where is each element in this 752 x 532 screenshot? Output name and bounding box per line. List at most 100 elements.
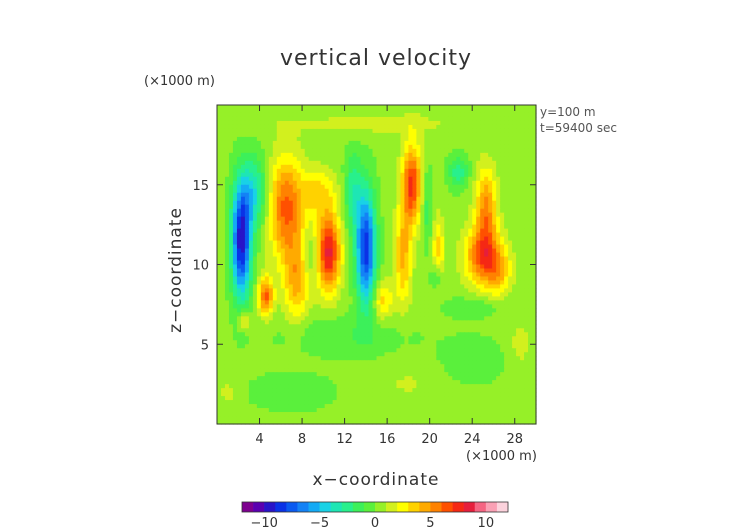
heatmap-cell bbox=[304, 156, 310, 162]
heatmap-cell bbox=[384, 320, 390, 325]
heatmap-cell bbox=[448, 268, 453, 274]
heatmap-cell bbox=[320, 140, 326, 146]
heatmap-cell bbox=[240, 352, 246, 357]
heatmap-cell bbox=[420, 176, 425, 182]
heatmap-cell bbox=[372, 228, 378, 234]
heatmap-cell bbox=[300, 276, 306, 282]
heatmap-cell bbox=[304, 232, 310, 238]
heatmap-cell bbox=[440, 228, 445, 234]
heatmap-cell bbox=[244, 188, 250, 194]
heatmap-cell bbox=[392, 260, 398, 266]
heatmap-cell bbox=[476, 344, 481, 349]
heatmap-cell bbox=[228, 196, 234, 202]
heatmap-cell bbox=[448, 344, 453, 349]
heatmap-cell bbox=[464, 236, 469, 242]
heatmap-cell bbox=[248, 128, 254, 134]
heatmap-cell bbox=[464, 328, 469, 333]
heatmap-cell bbox=[272, 116, 278, 122]
heatmap-cell bbox=[532, 316, 537, 321]
heatmap-cell bbox=[468, 108, 473, 114]
heatmap-cell bbox=[272, 168, 278, 174]
heatmap-cell bbox=[400, 120, 406, 126]
heatmap-cell bbox=[432, 132, 437, 138]
heatmap-cell bbox=[236, 184, 242, 190]
heatmap-cell bbox=[452, 124, 457, 130]
heatmap-cell bbox=[440, 308, 445, 313]
heatmap-cell bbox=[260, 324, 266, 329]
heatmap-cell bbox=[340, 348, 346, 353]
heatmap-cell bbox=[388, 208, 394, 214]
heatmap-cell bbox=[364, 324, 370, 329]
heatmap-cell bbox=[364, 332, 370, 337]
heatmap-cell bbox=[217, 316, 222, 321]
heatmap-cell bbox=[496, 120, 501, 126]
heatmap-cell bbox=[516, 328, 521, 333]
heatmap-cell bbox=[328, 324, 334, 329]
heatmap-cell bbox=[420, 344, 425, 349]
heatmap-cell bbox=[300, 256, 306, 262]
heatmap-cell bbox=[316, 160, 322, 166]
heatmap-cell bbox=[280, 288, 286, 294]
heatmap-cell bbox=[224, 184, 230, 190]
heatmap-cell bbox=[336, 260, 342, 266]
heatmap-cell bbox=[292, 160, 298, 166]
heatmap-cell bbox=[320, 188, 326, 194]
heatmap-cell bbox=[244, 105, 250, 110]
heatmap-cell bbox=[348, 340, 354, 345]
heatmap-cell bbox=[408, 328, 413, 333]
heatmap-cell bbox=[348, 276, 354, 282]
heatmap-cell bbox=[336, 148, 342, 154]
heatmap-cell bbox=[440, 164, 445, 170]
heatmap-cell bbox=[256, 328, 262, 333]
heatmap-cell bbox=[248, 168, 254, 174]
heatmap-cell bbox=[372, 148, 378, 154]
heatmap-cell bbox=[324, 120, 330, 126]
heatmap-cell bbox=[264, 192, 270, 198]
heatmap-cell bbox=[232, 284, 238, 290]
heatmap-cell bbox=[392, 240, 398, 246]
heatmap-cell bbox=[316, 252, 322, 258]
heatmap-cell bbox=[472, 176, 477, 182]
heatmap-cell bbox=[364, 344, 370, 349]
heatmap-cell bbox=[484, 216, 489, 222]
heatmap-cell bbox=[364, 176, 370, 182]
heatmap-cell bbox=[372, 232, 378, 238]
heatmap-cell bbox=[360, 208, 366, 214]
heatmap-cell bbox=[448, 180, 453, 186]
heatmap-cell bbox=[220, 148, 226, 154]
heatmap-cell bbox=[484, 256, 489, 262]
heatmap-cell bbox=[324, 136, 330, 142]
heatmap-cell bbox=[448, 280, 453, 286]
heatmap-cell bbox=[396, 304, 402, 309]
heatmap-cell bbox=[520, 208, 525, 214]
heatmap-cell bbox=[468, 156, 473, 162]
heatmap-cell bbox=[520, 340, 525, 345]
heatmap-cell bbox=[476, 336, 481, 341]
heatmap-cell bbox=[512, 244, 517, 250]
heatmap-cell bbox=[272, 156, 278, 162]
heatmap-cell bbox=[372, 172, 378, 178]
heatmap-cell bbox=[240, 120, 246, 126]
heatmap-cell bbox=[456, 144, 461, 150]
heatmap-cell bbox=[316, 224, 322, 230]
heatmap-cell bbox=[332, 284, 338, 290]
heatmap-cell bbox=[488, 256, 493, 262]
heatmap-cell bbox=[340, 272, 346, 278]
heatmap-cell bbox=[316, 148, 322, 154]
heatmap-cell bbox=[428, 236, 433, 242]
heatmap-cell bbox=[348, 344, 354, 349]
heatmap-cell bbox=[464, 304, 469, 309]
heatmap-cell bbox=[436, 212, 441, 218]
heatmap-cell bbox=[380, 336, 386, 341]
heatmap-cell bbox=[496, 184, 501, 190]
heatmap-cell bbox=[396, 288, 402, 294]
heatmap-cell bbox=[256, 216, 262, 222]
heatmap-cell bbox=[228, 136, 234, 142]
heatmap-cell bbox=[320, 184, 326, 190]
heatmap-cell bbox=[464, 300, 469, 305]
heatmap-cell bbox=[220, 332, 226, 337]
heatmap-cell bbox=[392, 144, 398, 150]
heatmap-cell bbox=[268, 120, 274, 126]
heatmap-cell bbox=[512, 184, 517, 190]
heatmap-cell bbox=[456, 292, 461, 297]
